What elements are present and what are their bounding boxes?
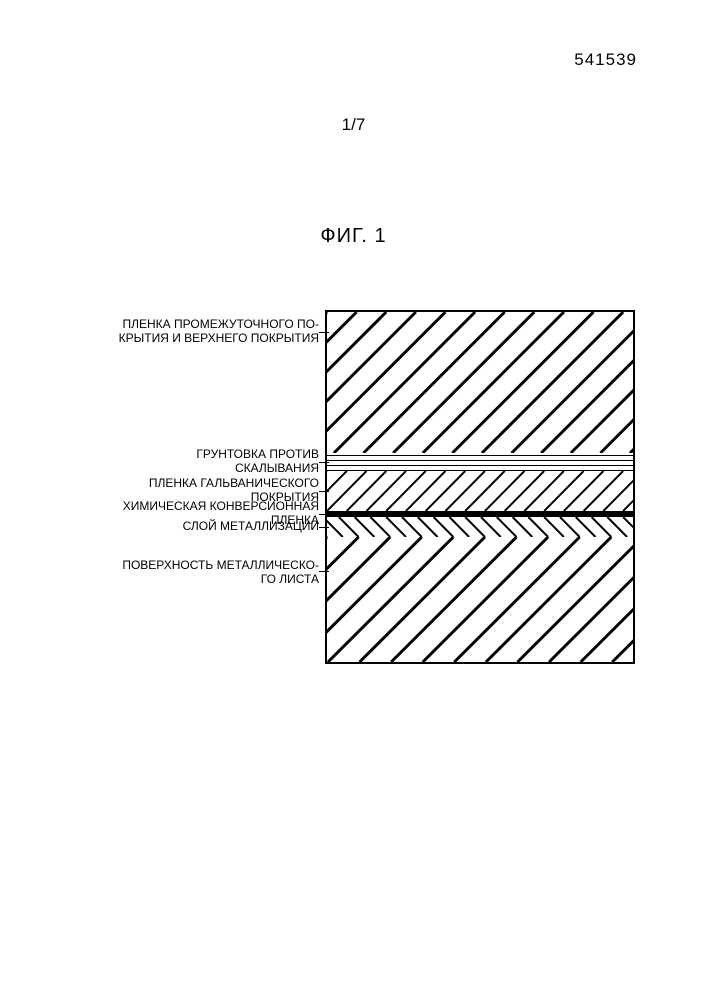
layer-label-conversion: ХИМИЧЕСКАЯ КОНВЕРСИОННАЯПЛЕНКА [70,511,325,517]
layer-row-topcoat: ПЛЕНКА ПРОМЕЖУТОЧНОГО ПО-КРЫТИЯ И ВЕРХНЕ… [70,310,635,453]
figure-title: ФИГ. 1 [320,225,386,248]
layer-row-substrate: ПОВЕРХНОСТЬ МЕТАЛЛИЧЕСКО-ГО ЛИСТА [70,537,635,664]
layer-plating [325,517,635,537]
layer-primer [325,453,635,471]
layer-row-primer: ГРУНТОВКА ПРОТИВСКАЛЫВАНИЯ [70,453,635,471]
layer-topcoat [325,310,635,453]
layer-label-topcoat: ПЛЕНКА ПРОМЕЖУТОЧНОГО ПО-КРЫТИЯ И ВЕРХНЕ… [70,310,325,453]
page-fraction: 1/7 [342,115,366,135]
figure-1: ПЛЕНКА ПРОМЕЖУТОЧНОГО ПО-КРЫТИЯ И ВЕРХНЕ… [70,310,635,664]
layer-substrate [325,537,635,664]
layer-galvanic [325,471,635,511]
layer-label-substrate: ПОВЕРХНОСТЬ МЕТАЛЛИЧЕСКО-ГО ЛИСТА [70,537,325,664]
doc-number: 541539 [574,50,637,70]
layer-label-primer: ГРУНТОВКА ПРОТИВСКАЛЫВАНИЯ [70,453,325,471]
